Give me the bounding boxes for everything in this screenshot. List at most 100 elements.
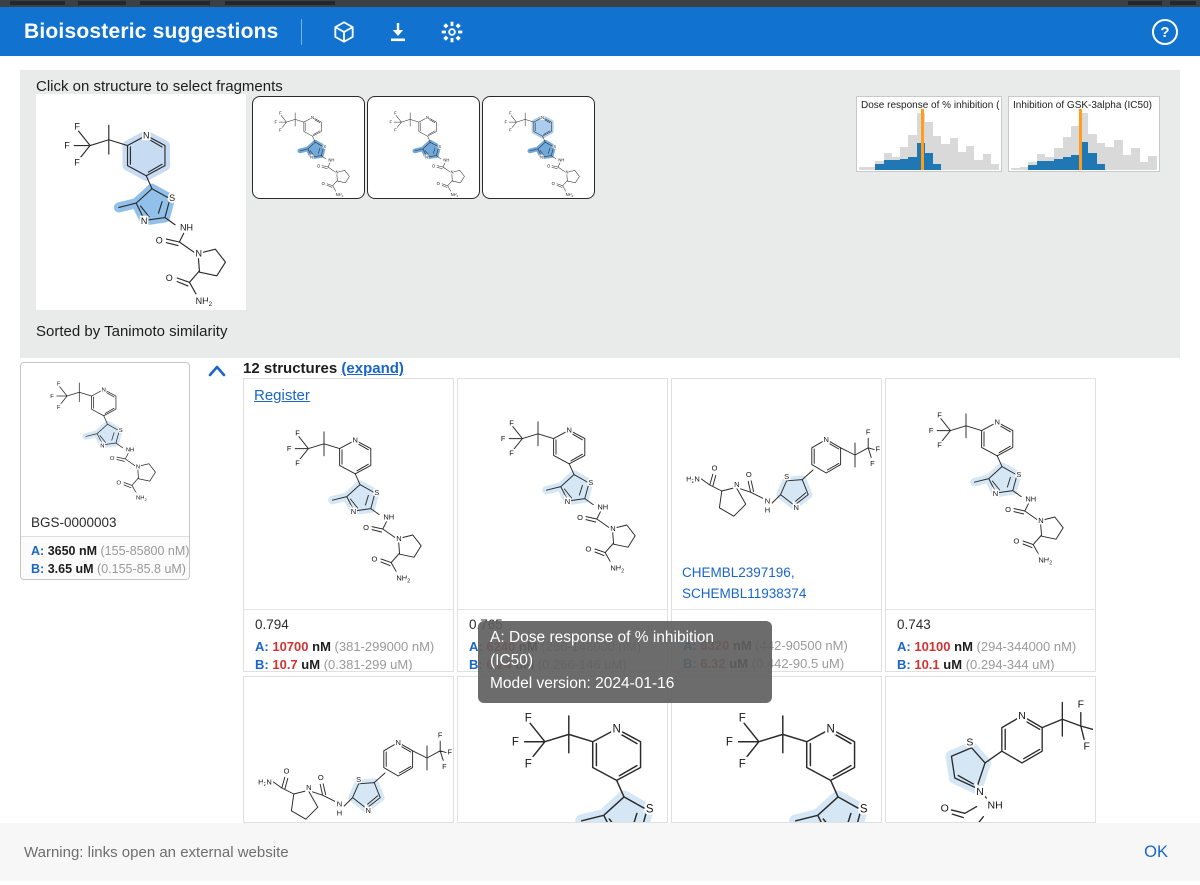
result-structure-2: F F F N S N NH O N O NH2: [458, 379, 667, 576]
result-structure-3: H2N O N O N H S N N F F F: [672, 379, 881, 539]
histogram-card-gsk3alpha[interactable]: Inhibition of GSK-3alpha (IC50): [1008, 96, 1160, 172]
similarity-score: 0.743: [897, 617, 931, 632]
svg-text:F: F: [509, 418, 514, 427]
help-button[interactable]: ?: [1152, 19, 1178, 45]
svg-text:S: S: [588, 478, 593, 487]
svg-text:F: F: [726, 736, 733, 748]
gear-icon: [439, 19, 465, 45]
svg-text:N: N: [976, 786, 984, 798]
external-links: CHEMBL2397196, SCHEMBL11938374: [682, 563, 806, 605]
svg-text:N: N: [565, 497, 570, 506]
svg-text:N: N: [826, 724, 834, 736]
reference-structure-card: F F F N S N NH O N O NH2 BGS-0000003 A: 3650 nM (1…: [20, 362, 190, 580]
svg-text:S: S: [860, 804, 868, 816]
fragment-thumbnail-2[interactable]: F F F N S N NH O N O NH2: [367, 96, 480, 199]
svg-text:F: F: [448, 747, 453, 756]
svg-text:N: N: [426, 115, 429, 120]
svg-text:N: N: [311, 115, 314, 120]
collapse-chevron-icon[interactable]: [205, 362, 229, 382]
svg-text:F: F: [509, 127, 512, 132]
histogram-card-dose-response[interactable]: Dose response of % inhibition (: [856, 96, 1002, 172]
svg-text:F: F: [279, 111, 282, 116]
result-structure-5: H2N O N O N H S N N F F F: [244, 677, 453, 822]
svg-text:F: F: [442, 762, 447, 771]
prediction-tooltip: A: Dose response of % inhibition (IC50) …: [478, 621, 772, 703]
svg-text:S: S: [169, 193, 175, 203]
result-card-5[interactable]: H2N O N O N H S N N F F F: [243, 676, 454, 823]
svg-text:S: S: [323, 144, 326, 149]
svg-text:F: F: [394, 127, 397, 132]
results-count-header: 12 structures (expand): [243, 360, 404, 377]
svg-text:S: S: [1016, 470, 1021, 479]
a-prediction-line: A: 10100 nM (294-344000 nM): [897, 639, 1077, 654]
ok-button[interactable]: OK: [1144, 843, 1168, 861]
svg-text:O: O: [712, 464, 718, 473]
download-icon: [386, 20, 410, 44]
settings-button[interactable]: [434, 14, 470, 50]
svg-text:F: F: [504, 119, 507, 124]
svg-text:O: O: [116, 480, 121, 486]
svg-text:F: F: [937, 440, 942, 449]
svg-text:S: S: [119, 428, 123, 434]
svg-text:S: S: [966, 736, 973, 748]
reference-ab-values: A: 3650 nM (155-85800 nM) B: 3.65 uM (0.…: [21, 536, 190, 579]
svg-text:F: F: [295, 458, 300, 467]
svg-text:NH2: NH2: [396, 574, 410, 585]
result-structure-8: NFFFSNNHO: [886, 677, 1095, 822]
svg-text:N: N: [337, 800, 342, 809]
reference-a-line: A: 3650 nM (155-85800 nM): [31, 544, 190, 558]
svg-text:N: N: [541, 115, 544, 120]
svg-text:F: F: [739, 758, 746, 770]
svg-text:N: N: [451, 170, 454, 175]
result-card-1[interactable]: Register F F F N S N NH O N O NH2 0.794 A: 10700 n…: [243, 378, 454, 672]
svg-text:F: F: [739, 712, 746, 724]
svg-text:F: F: [64, 140, 70, 150]
svg-text:F: F: [295, 428, 300, 437]
svg-text:F: F: [74, 158, 80, 168]
svg-text:N: N: [136, 464, 140, 470]
histogram-title: Dose response of % inhibition (: [861, 100, 1000, 111]
svg-text:O: O: [577, 513, 583, 522]
svg-text:O: O: [284, 767, 290, 776]
fragment-thumbnail-1[interactable]: F F F N S N NH O N O NH2: [252, 96, 365, 199]
svg-text:N: N: [734, 480, 739, 489]
query-structure[interactable]: F F F N S N NH O N O NH2: [36, 94, 246, 310]
svg-text:O: O: [371, 554, 377, 563]
svg-text:N: N: [1038, 516, 1043, 525]
svg-text:F: F: [57, 382, 61, 388]
svg-text:N: N: [336, 170, 339, 175]
svg-text:F: F: [866, 428, 871, 437]
svg-text:S: S: [438, 144, 441, 149]
svg-text:N: N: [365, 806, 370, 815]
result-card-8[interactable]: NFFFSNNHO: [885, 676, 1096, 823]
svg-text:F: F: [274, 119, 277, 124]
svg-text:N: N: [100, 443, 104, 449]
svg-text:S: S: [784, 472, 789, 481]
download-button[interactable]: [380, 14, 416, 50]
svg-text:H: H: [337, 809, 342, 818]
dialog-header: Bioisosteric suggestions ?: [0, 7, 1200, 56]
reference-structure: F F F N S N NH O N O NH2: [21, 363, 189, 511]
fragment-thumbnail-3[interactable]: F F F N S N NH O N O NH2: [482, 96, 595, 199]
expand-link[interactable]: (expand): [341, 360, 404, 377]
svg-text:F: F: [876, 444, 881, 453]
svg-text:N: N: [1018, 710, 1026, 722]
chembl-link[interactable]: CHEMBL2397196,: [682, 565, 795, 581]
similarity-score: 0.794: [255, 617, 289, 632]
svg-text:O: O: [432, 164, 436, 169]
svg-text:N: N: [102, 387, 106, 393]
svg-text:O: O: [363, 523, 369, 532]
svg-text:N: N: [425, 155, 428, 160]
schembl-link[interactable]: SCHEMBL11938374: [682, 586, 807, 602]
svg-text:F: F: [1083, 740, 1089, 752]
3d-view-button[interactable]: [326, 14, 362, 50]
histogram-plot: [1011, 109, 1157, 170]
results-grid: Register F F F N S N NH O N O NH2 0.794 A: 10700 n…: [243, 378, 1099, 823]
svg-text:F: F: [389, 119, 392, 124]
svg-text:N: N: [993, 489, 998, 498]
result-card-4[interactable]: F F F N S N NH O N O NH2 0.743 A: 10100 nM (294-34…: [885, 378, 1096, 672]
register-link[interactable]: Register: [254, 387, 310, 404]
svg-text:O: O: [585, 544, 591, 553]
